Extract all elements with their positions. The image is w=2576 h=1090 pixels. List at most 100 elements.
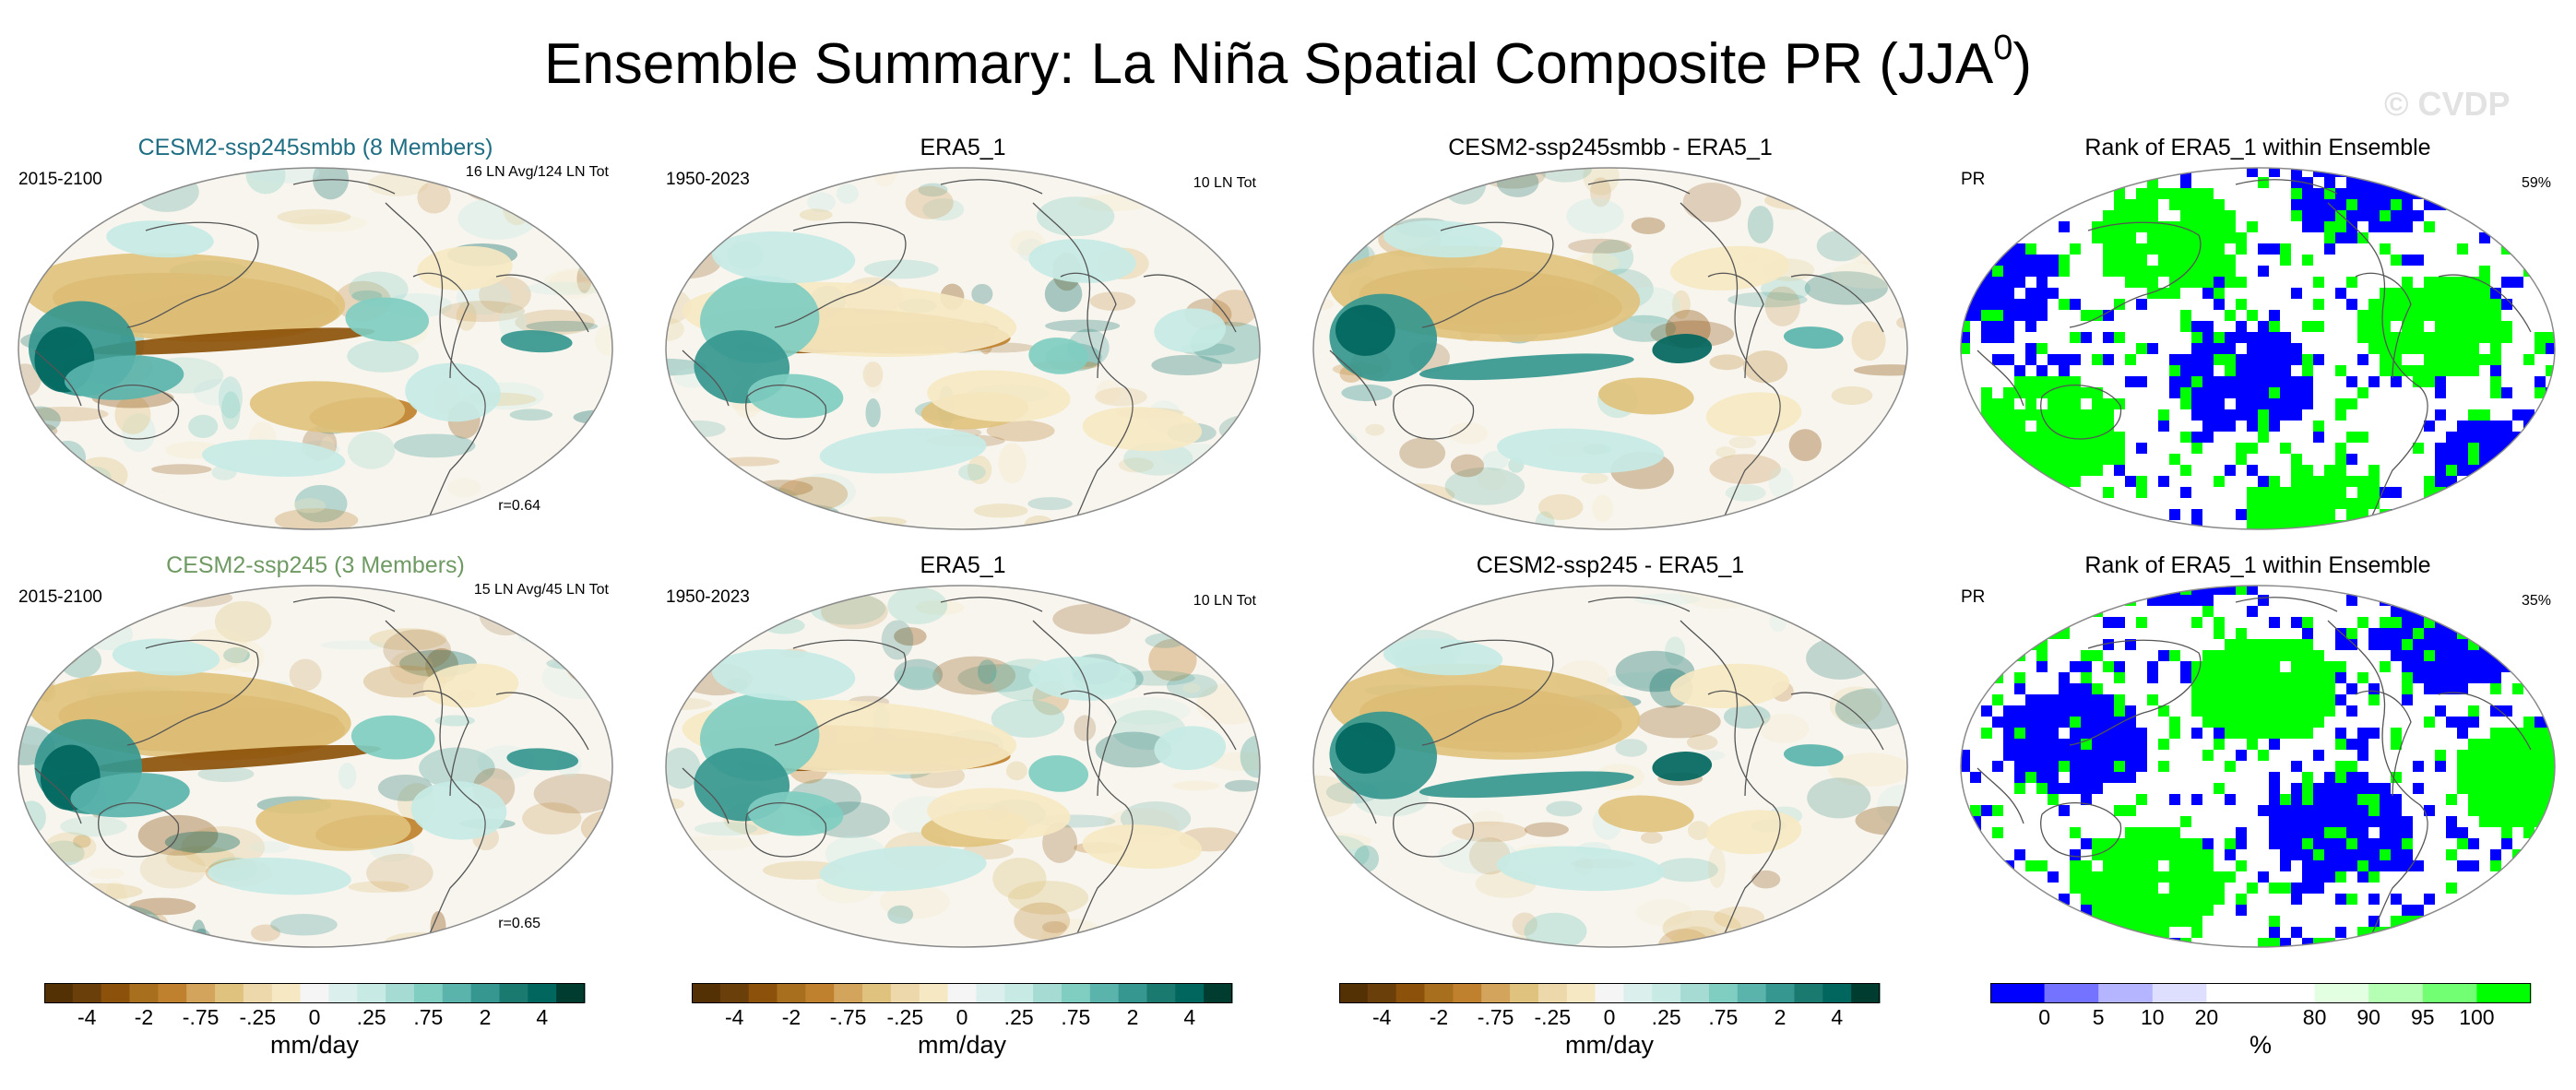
rank-cell: [2136, 266, 2147, 277]
rank-cell: [2225, 639, 2236, 650]
rank-cell: [2103, 694, 2114, 705]
rank-cell: [2236, 860, 2247, 871]
rank-cell: [2036, 661, 2048, 672]
rank-cell: [2025, 321, 2036, 332]
rank-cell: [2125, 916, 2136, 927]
precip-anomaly-speckle: [1827, 752, 1907, 787]
rank-cell: [1961, 266, 1970, 277]
rank-cell: [2357, 199, 2368, 210]
rank-cell: [2169, 365, 2180, 376]
rank-cell: [2468, 606, 2479, 617]
precip-anomaly-speckle: [579, 621, 610, 642]
colorbar-swatch: [890, 983, 920, 1003]
colorbar-swatch: [719, 983, 750, 1003]
rank-cell: [2446, 365, 2457, 376]
rank-cell: [2435, 595, 2446, 606]
rank-cell: [2269, 398, 2280, 409]
rank-cell: [2103, 739, 2114, 750]
rank-cell: [2180, 188, 2191, 199]
rank-cell: [2523, 628, 2534, 639]
rank-cell: [2202, 321, 2214, 332]
rank-cell: [2335, 783, 2346, 794]
precip-anomaly-speckle: [1154, 593, 1208, 623]
rank-cell: [2258, 266, 2269, 277]
rank-cell: [2435, 927, 2446, 938]
coastline: [292, 179, 396, 195]
rank-cell: [2446, 310, 2457, 321]
rank-cell: [2534, 443, 2546, 454]
rank-cell: [2269, 838, 2280, 849]
rank-cell: [2147, 661, 2158, 672]
rank-cell: [2534, 210, 2546, 221]
rank-cell: [2202, 672, 2214, 683]
coastline: [495, 274, 589, 333]
rank-cell: [2280, 343, 2291, 354]
colorbar-tick-label: .75: [413, 1005, 444, 1029]
rank-cell: [2501, 432, 2512, 443]
rank-cell: [2490, 509, 2501, 520]
rank-cell: [2302, 672, 2313, 683]
rank-cell: [2391, 838, 2402, 849]
rank-cell: [2247, 168, 2258, 177]
rank-cell: [2313, 683, 2324, 694]
rank-cell: [2147, 883, 2158, 894]
rank-cell: [2391, 894, 2402, 905]
precip-anomaly-speckle: [992, 858, 1047, 900]
precip-anomaly-speckle: [1841, 619, 1907, 653]
rank-cell: [2446, 849, 2457, 860]
rank-cell: [2059, 487, 2070, 498]
rank-cell: [2313, 871, 2324, 883]
precip-anomaly-speckle: [1725, 484, 1766, 502]
rank-cell: [2070, 376, 2081, 387]
rank-cell: [1981, 894, 1992, 905]
rank-cell: [2114, 617, 2125, 628]
rank-cell: [1961, 421, 1970, 432]
rank-cell: [2070, 454, 2081, 465]
rank-cell: [2501, 783, 2512, 794]
rank-cell: [2346, 168, 2357, 177]
rank-cell: [2346, 299, 2357, 310]
precip-anomaly-speckle: [915, 599, 965, 616]
rank-cell: [2457, 728, 2468, 739]
precip-anomaly-speckle: [248, 841, 291, 854]
rank-cell: [2346, 520, 2357, 529]
rank-cell: [2313, 705, 2324, 717]
rank-cell: [2523, 783, 2534, 794]
rank-cell: [2014, 927, 2025, 938]
rank-cell: [2335, 816, 2346, 827]
rank-cell: [2125, 277, 2136, 288]
rank-cell: [2523, 827, 2534, 838]
rank-cell: [2368, 783, 2380, 794]
rank-cell: [2269, 938, 2280, 947]
rank-cell: [2059, 805, 2070, 816]
precip-anomaly-speckle: [973, 504, 1028, 518]
rank-cell: [1992, 586, 2003, 595]
rank-cell: [2092, 728, 2103, 739]
coastline: [1421, 221, 1554, 328]
precip-anomaly-speckle: [1855, 806, 1907, 835]
rank-cell: [2313, 694, 2324, 705]
rank-cell: [2048, 905, 2059, 916]
rank-cell: [2225, 365, 2236, 376]
rank-cell: [2523, 717, 2534, 728]
rank-cell: [2025, 905, 2036, 916]
precip-anomaly-speckle: [35, 455, 57, 479]
rank-cell: [2391, 827, 2402, 838]
coastline: [126, 221, 259, 328]
rank-cell: [2335, 232, 2346, 243]
colorbar-tick-label: -4: [1372, 1005, 1392, 1029]
rank-cell: [2036, 916, 2048, 927]
rank-cell: [2457, 606, 2468, 617]
rank-cell: [2479, 332, 2490, 343]
rank-cell: [2225, 277, 2236, 288]
precip-anomaly-speckle: [1233, 466, 1260, 498]
rank-cell: [2468, 805, 2479, 816]
rank-cell: [2546, 498, 2555, 509]
precip-anomaly-speckle: [1615, 739, 1648, 757]
rank-cell: [2048, 586, 2059, 595]
rank-cell: [2490, 443, 2501, 454]
rank-cell: [2391, 310, 2402, 321]
rank-cell: [2202, 750, 2214, 761]
precip-anomaly-speckle: [347, 431, 396, 469]
rank-cell: [2136, 221, 2147, 232]
